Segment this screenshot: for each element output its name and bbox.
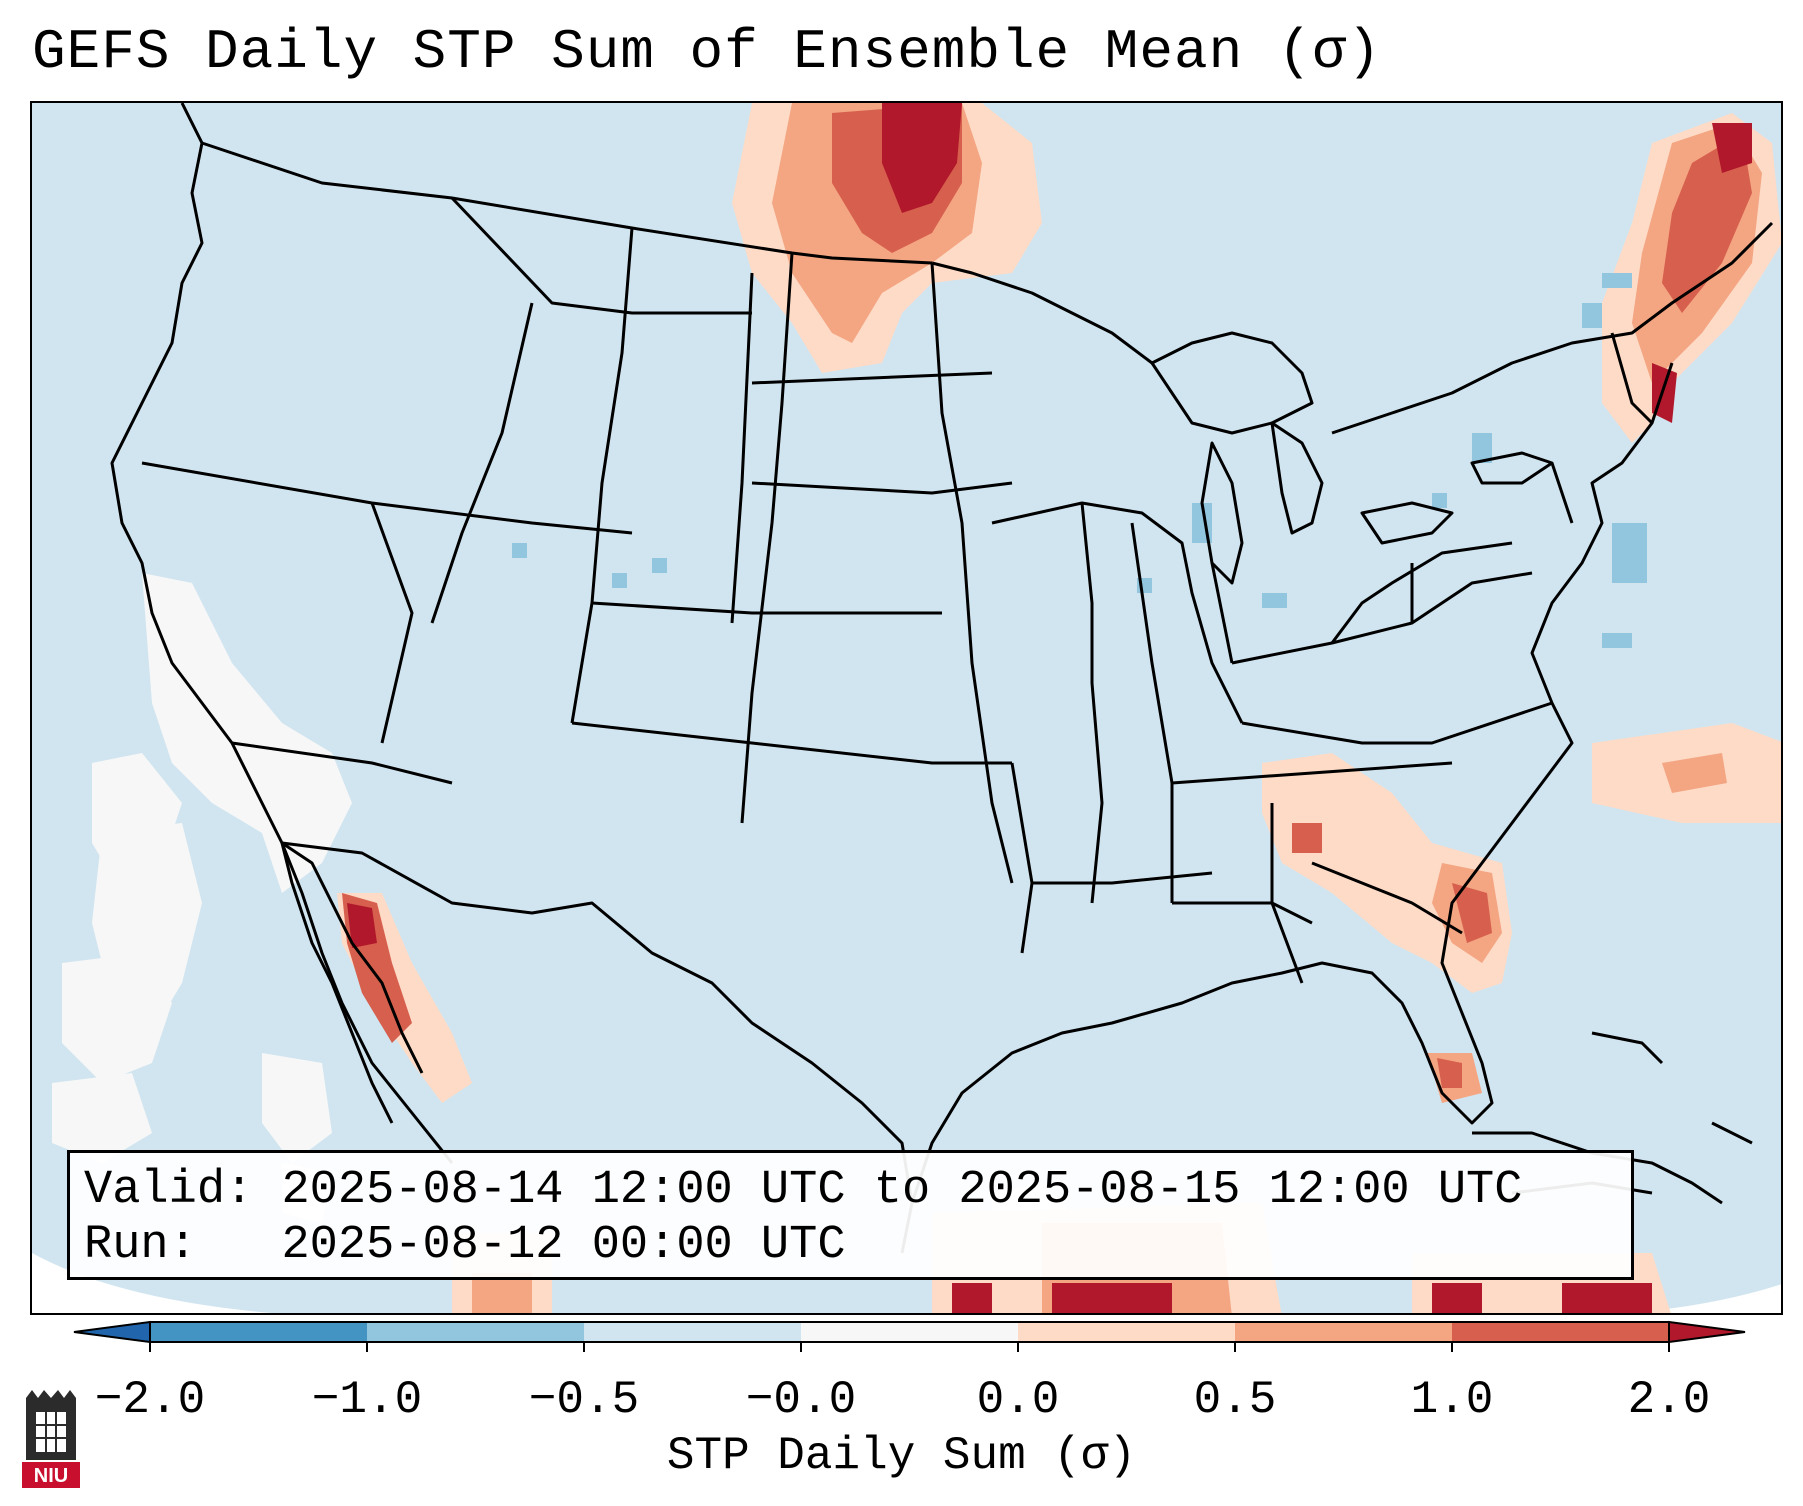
colorbar-tick-label: −0.0	[746, 1374, 856, 1426]
colorbar-segment	[1235, 1322, 1452, 1342]
niu-logo-text: NIU	[34, 1465, 68, 1487]
colorbar-tick-label: −2.0	[95, 1374, 205, 1426]
colorbar-tick-label: 1.0	[1411, 1374, 1494, 1426]
political-boundaries	[110, 103, 1774, 1254]
colorbar-under-extend	[73, 1320, 151, 1344]
colorbar-label: STP Daily Sum (σ)	[666, 1430, 1137, 1482]
map-panel	[30, 101, 1783, 1315]
colorbar-tick-label: 0.0	[977, 1374, 1060, 1426]
valid-label: Valid:	[84, 1164, 254, 1217]
valid-time-box: Valid: 2025-08-14 12:00 UTC to 2025-08-1…	[67, 1150, 1634, 1280]
colorbar-segment	[367, 1322, 584, 1342]
colorbar-outline	[149, 1321, 1670, 1343]
projection-area	[32, 103, 1781, 1313]
valid-line: Valid: 2025-08-14 12:00 UTC to 2025-08-1…	[84, 1163, 1617, 1218]
colorbar-tick-label: −0.5	[529, 1374, 639, 1426]
run-line: Run: 2025-08-12 00:00 UTC	[84, 1218, 1617, 1273]
colorbar-over-extend	[1668, 1320, 1746, 1344]
run-value: 2025-08-12 00:00 UTC	[281, 1219, 846, 1272]
colorbar-segment	[1452, 1322, 1669, 1342]
map-canvas	[32, 103, 1781, 1313]
chart-title: GEFS Daily STP Sum of Ensemble Mean (σ)	[32, 20, 1382, 84]
colorbar: −2.0 −1.0 −0.5 −0.0 0.0 0.5 1.0 2.0	[73, 1320, 1746, 1426]
colorbar-segment	[801, 1322, 1018, 1342]
colorbar-tick-label: 2.0	[1628, 1374, 1711, 1426]
colorbar-segment	[150, 1322, 367, 1342]
colorbar-segment	[1018, 1322, 1235, 1342]
colorbar-tick-label: 0.5	[1194, 1374, 1277, 1426]
colorbar-tick-label: −1.0	[312, 1374, 422, 1426]
valid-value: 2025-08-14 12:00 UTC to 2025-08-15 12:00…	[281, 1164, 1523, 1217]
colorbar-segment	[584, 1322, 801, 1342]
stp-negative-cells	[512, 273, 1647, 648]
run-label: Run:	[84, 1219, 197, 1272]
niu-logo: NIU	[22, 1390, 80, 1488]
